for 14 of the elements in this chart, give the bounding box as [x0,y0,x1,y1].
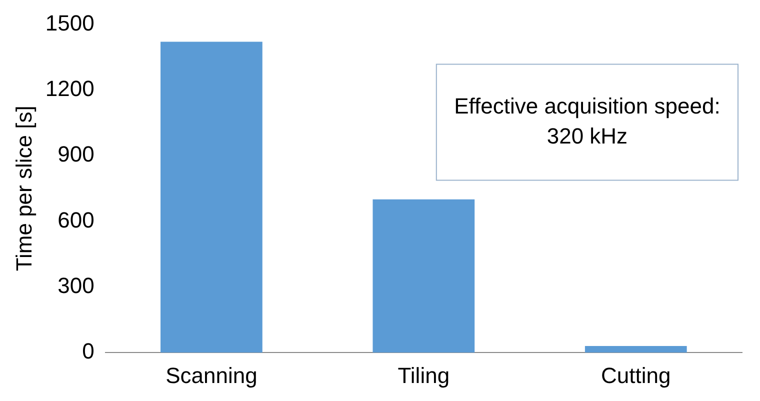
x-tick-label: Cutting [601,362,671,388]
bar [160,42,262,353]
annotation: Effective acquisition speed: 320 kHz [454,93,720,148]
y-tick-label: 1500 [45,10,94,36]
y-tick-label: 900 [58,142,94,167]
bar [372,199,475,353]
x-tick-label: Tiling [398,362,450,388]
bar [584,346,687,353]
y-tick-label: 0 [82,338,94,364]
x-tick-label: Scanning [166,362,258,388]
y-axis-title: Time per slice [s] [11,106,36,272]
y-tick-label: 1200 [45,76,94,101]
y-tick-label: 300 [58,272,94,298]
y-tick-label: 600 [58,207,94,232]
